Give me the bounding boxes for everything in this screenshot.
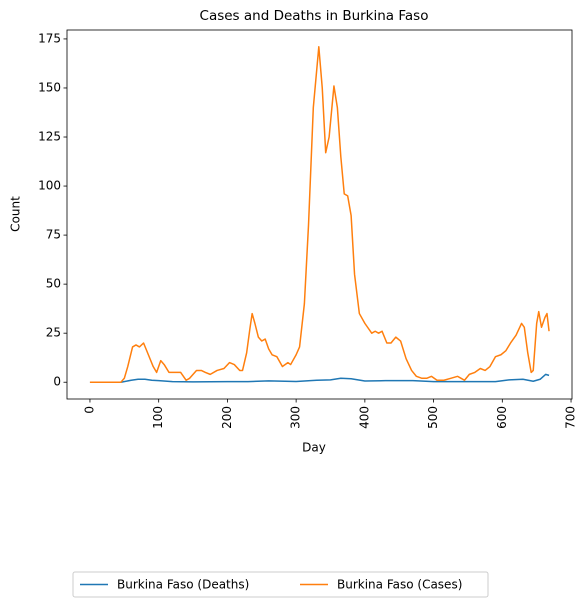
x-tick-label: 300 — [289, 406, 303, 429]
plot-frame — [66, 29, 573, 400]
line — [89, 373, 550, 383]
chart-title: Cases and Deaths in Burkina Faso — [200, 8, 429, 24]
legend-label: Burkina Faso (Deaths) — [117, 578, 249, 592]
y-tick-label: 100 — [38, 179, 61, 193]
y-tick-label: 75 — [46, 228, 61, 242]
line — [89, 46, 550, 383]
x-tick-label: 600 — [495, 406, 509, 429]
x-tick-label: 400 — [357, 406, 371, 429]
x-tick-label: 500 — [426, 406, 440, 429]
y-tick-label: 25 — [46, 326, 61, 340]
x-tick-label: 200 — [220, 406, 234, 429]
y-tick-label: 125 — [38, 130, 61, 144]
legend-label: Burkina Faso (Cases) — [337, 578, 462, 592]
y-axis-label: Count — [9, 196, 23, 232]
y-tick-label: 150 — [38, 80, 61, 94]
x-axis-label: Day — [302, 441, 326, 455]
y-tick-label: 50 — [46, 277, 61, 291]
x-tick-label: 700 — [564, 406, 577, 429]
x-tick-label: 0 — [82, 406, 96, 414]
y-tick-label: 0 — [53, 375, 61, 389]
legend-box — [72, 571, 489, 598]
y-tick-label: 175 — [38, 31, 61, 45]
x-tick-label: 100 — [151, 406, 165, 429]
